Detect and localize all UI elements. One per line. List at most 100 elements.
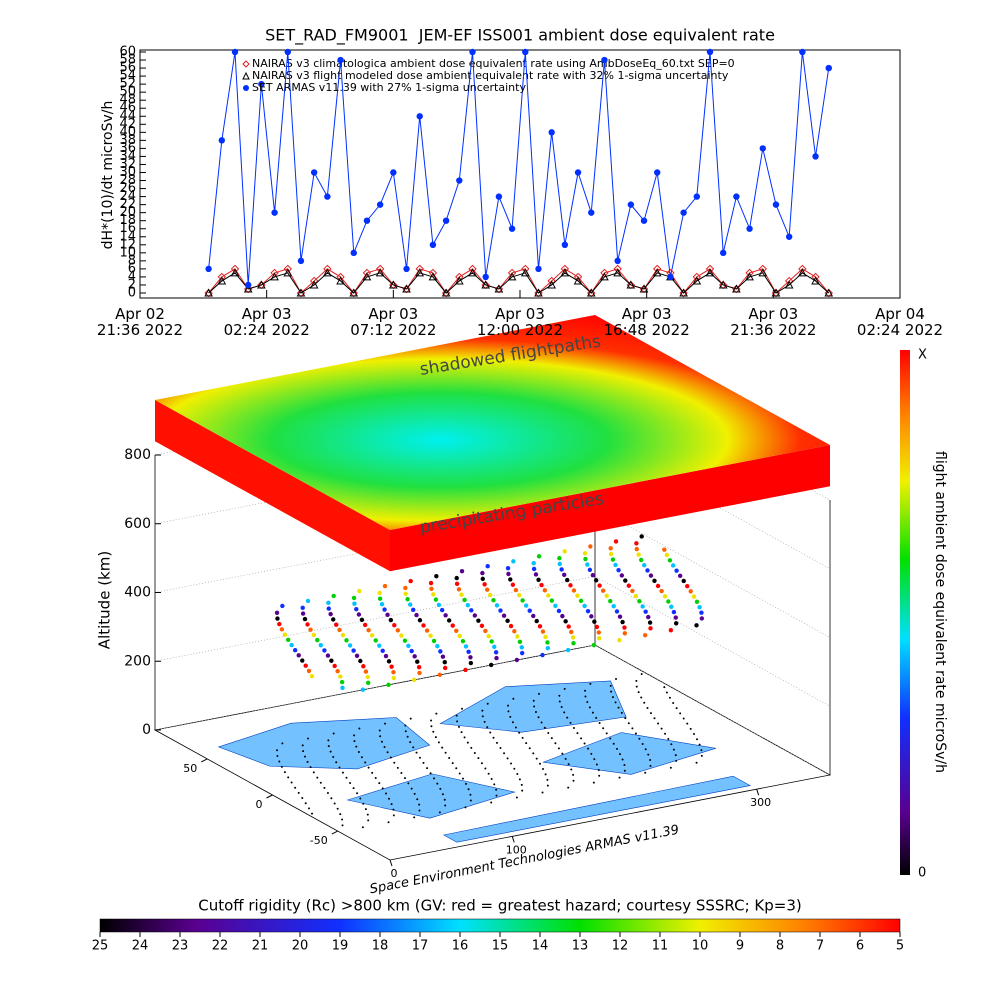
track-dot [417, 618, 423, 623]
track-dot [440, 654, 446, 659]
track-dot [280, 603, 285, 609]
point [706, 48, 714, 56]
ground-track [483, 720, 486, 723]
track-dot [537, 624, 543, 629]
track-dot [634, 541, 639, 546]
track-dot [582, 551, 588, 556]
ground-track [537, 716, 540, 719]
track-dot [662, 547, 667, 552]
track-dot [347, 643, 353, 648]
ground-track [461, 707, 464, 710]
track-dot [408, 602, 413, 607]
ground-track [615, 677, 618, 680]
ground-track [638, 737, 641, 740]
ground-track [378, 729, 381, 732]
ground-track [432, 730, 435, 733]
y-tick-label: 34 [119, 149, 136, 164]
track-dot [527, 608, 532, 613]
ground-track [557, 747, 560, 750]
ground-track [567, 763, 570, 766]
track-dot [491, 597, 496, 603]
track-dot [417, 670, 422, 676]
colorbar-tick-label: 19 [332, 939, 349, 954]
track-dot [403, 585, 408, 591]
ground-track [672, 748, 675, 751]
ground-track [311, 812, 314, 815]
track-dot [642, 563, 647, 568]
ground-track [435, 712, 438, 715]
track-dot [354, 653, 360, 658]
track-dot [498, 608, 503, 613]
ground-track [484, 767, 487, 770]
colorbar-title: flight ambient dose equivalent rate micr… [932, 451, 948, 773]
track-dot [296, 653, 301, 658]
ground-track [675, 759, 678, 762]
track-dot [436, 602, 442, 608]
track-dot [639, 557, 644, 563]
ground-track [358, 727, 361, 730]
track-dot [326, 606, 331, 611]
y-tick-label: 2 [128, 277, 136, 292]
track-dot [516, 593, 522, 598]
colorbar-tick-label: 12 [612, 939, 629, 954]
track-dot [623, 578, 628, 583]
track-dot [446, 618, 452, 623]
track-dot [489, 639, 494, 644]
ground-track [307, 737, 310, 740]
point [799, 48, 806, 56]
ground-track [615, 747, 618, 750]
ground-track [649, 759, 652, 762]
ground-track [587, 747, 590, 750]
ground-track [520, 783, 523, 786]
ground-track [410, 787, 413, 790]
track-dot [685, 583, 690, 589]
track-dot [569, 629, 574, 635]
track-dot [344, 638, 349, 643]
point [415, 268, 425, 277]
map-region [542, 732, 716, 775]
ground-track [341, 818, 344, 821]
point [456, 177, 463, 184]
point [574, 169, 582, 176]
track-dot [505, 565, 511, 571]
chart-title: SET_RAD_FM9001 JEM-EF ISS001 ambient dos… [265, 26, 775, 46]
ground-track [415, 751, 418, 754]
track-dot [439, 607, 445, 613]
point [428, 272, 438, 281]
slab-top [155, 315, 830, 530]
ground-track [403, 777, 406, 780]
y-tick-label: 56 [119, 61, 136, 76]
track-dot [351, 595, 357, 601]
ground-track [544, 773, 547, 776]
point [718, 280, 728, 289]
ground-track [665, 691, 668, 694]
point [442, 217, 450, 224]
ground-track [430, 725, 433, 728]
track-dot [450, 623, 455, 628]
ground-track [584, 695, 587, 698]
ground-track [641, 742, 644, 745]
grid-line [154, 644, 831, 776]
point [309, 280, 319, 289]
point [693, 193, 701, 200]
x-tick-label: Apr 03 02:24 2022 [223, 305, 310, 339]
point [243, 284, 253, 293]
colorbar-tick-label: 18 [372, 939, 389, 954]
track-dot [501, 613, 507, 618]
ground-track [392, 814, 395, 817]
ground-track [670, 743, 673, 746]
track-dot [566, 624, 571, 629]
ground-track [381, 787, 384, 790]
ground-track [640, 696, 643, 699]
track-dot [428, 633, 433, 638]
point [468, 268, 477, 277]
track-dot [546, 593, 551, 598]
ground-track [592, 781, 595, 784]
point [403, 265, 410, 273]
track-dot [596, 636, 602, 641]
ground-track [509, 715, 512, 718]
track-dot [361, 664, 366, 669]
track-dot [476, 618, 481, 623]
ground-track [441, 793, 444, 796]
